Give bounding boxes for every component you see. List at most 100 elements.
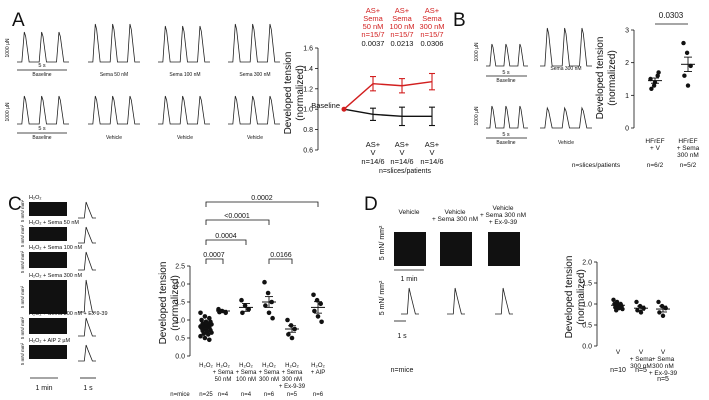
trace-header: Vehicle [399, 209, 420, 216]
category-label: H₂O₂ [216, 363, 230, 369]
tick-label: 0 [625, 126, 629, 133]
y-axis-title: (normalized) [576, 269, 587, 325]
category-label: 300 nM [630, 363, 652, 370]
scale-label-force: 5 mN/ mm² [20, 224, 25, 247]
data-point [198, 310, 203, 316]
data-point [266, 310, 272, 316]
tick-label: 1 [625, 93, 629, 100]
category-label: 300 nM [677, 152, 699, 159]
group-label: V [399, 148, 404, 157]
p-value: 0.0037 [362, 39, 385, 48]
n-label: n=14/6 [361, 157, 384, 166]
n-label: n=14/6 [420, 157, 443, 166]
group-label: AS+ [425, 6, 440, 15]
p-value: 0.0007 [203, 252, 225, 259]
y-axis-title: Developed tension [283, 52, 294, 135]
p-value: 0.0002 [251, 195, 273, 202]
data-point [202, 335, 208, 341]
scale-label-force: 1000 µN [474, 42, 480, 61]
p-value: <0.0001 [224, 213, 250, 220]
single-twitch [78, 201, 96, 219]
single-twitch [401, 287, 419, 315]
contraction-trace [540, 27, 592, 67]
data-point [315, 314, 321, 319]
trace-label: Vehicle [247, 135, 263, 141]
category-label: 300 nM [259, 377, 279, 383]
y-axis-title: (normalized) [170, 275, 181, 331]
data-point [660, 313, 666, 318]
tick-label: 2.0 [582, 260, 592, 267]
data-point [638, 310, 644, 315]
trace-label: Sema 300 nM [239, 72, 270, 78]
n-label: n=4 [241, 392, 252, 398]
y-axis-title: Developed tension [564, 256, 575, 339]
category-label: + Ex-9-39 [649, 370, 678, 377]
trace-label: H₂O₂ + Sema 300 nM + Ex-9-39 [29, 311, 108, 317]
group-label: AS+ [366, 140, 381, 149]
data-point [682, 73, 687, 78]
category-label: + Sema [630, 356, 653, 363]
group-label: AS+ [425, 140, 440, 149]
p-value: 0.0004 [215, 233, 237, 240]
chart-c-plot [198, 279, 325, 343]
trace-block [29, 280, 67, 314]
group-label: AS+ [395, 6, 410, 15]
data-point [265, 290, 271, 296]
trace-label: Sema 50 nM [100, 72, 128, 78]
category-label: V [616, 349, 621, 356]
category-label: + Sema [236, 370, 258, 376]
single-twitch [447, 287, 465, 315]
data-point [341, 106, 347, 112]
category-label: V [639, 349, 644, 356]
contraction-trace [88, 23, 140, 63]
n-label: n=mice [170, 392, 190, 398]
category-label: + AIP [311, 370, 326, 376]
traces-a-row2 [17, 95, 280, 125]
trace-label: Baseline [32, 72, 51, 78]
data-point [207, 315, 212, 321]
traces-b-row2 [486, 105, 592, 129]
significance-brackets [205, 201, 319, 264]
data-point [263, 303, 268, 308]
scale-label-force: 5 mN/ mm² [20, 285, 25, 308]
scale-label-time: 5 s [502, 70, 510, 76]
series-line [343, 108, 432, 118]
data-point [201, 331, 207, 336]
scale-label-time: 1 s [83, 385, 93, 392]
data-point [611, 297, 616, 302]
contraction-trace [158, 95, 210, 125]
contraction-trace [158, 25, 210, 63]
panel-label-a: A [12, 10, 25, 31]
trace-label: H₂O₂ + Sema 50 nM [29, 220, 79, 226]
tick-label: 1.0 [175, 318, 185, 325]
data-point [688, 63, 693, 69]
panel-label-c: C [8, 194, 22, 215]
n-label: n=mice [391, 367, 414, 374]
p-value: 0.0306 [421, 39, 444, 48]
category-label: 100 nM [236, 377, 256, 383]
y-axis-a: 0.6 0.8 1.0 1.2 1.4 1.6 [303, 46, 319, 155]
data-point [207, 337, 212, 343]
footnote: n=slices/patients [379, 168, 431, 175]
p-value: 0.0213 [391, 39, 414, 48]
trace-block [29, 202, 67, 216]
trace-label: Sema 100 nM [169, 72, 200, 78]
chart-a-plot [341, 72, 435, 127]
group-label: Sema [363, 14, 383, 23]
data-point [620, 306, 625, 312]
n-label: n=6/2 [647, 162, 664, 169]
bracket [205, 219, 270, 225]
group-label: V [429, 148, 434, 157]
single-twitch [78, 344, 96, 362]
scale-label-force: 1000 µN [5, 102, 11, 121]
trace-label: H₂O₂ + Sema 100 nM [29, 245, 82, 251]
data-point [634, 299, 639, 305]
category-label: H₂O₂ [262, 363, 276, 369]
trace-header: + Sema 300 nM [432, 216, 478, 223]
tick-label: 1.0 [303, 107, 313, 114]
scale-label-force: 1000 µN [5, 38, 11, 57]
trace-block [394, 232, 426, 266]
bracket [268, 258, 293, 264]
n-label: n=6 [313, 392, 324, 398]
tick-label: 2.0 [175, 282, 185, 289]
